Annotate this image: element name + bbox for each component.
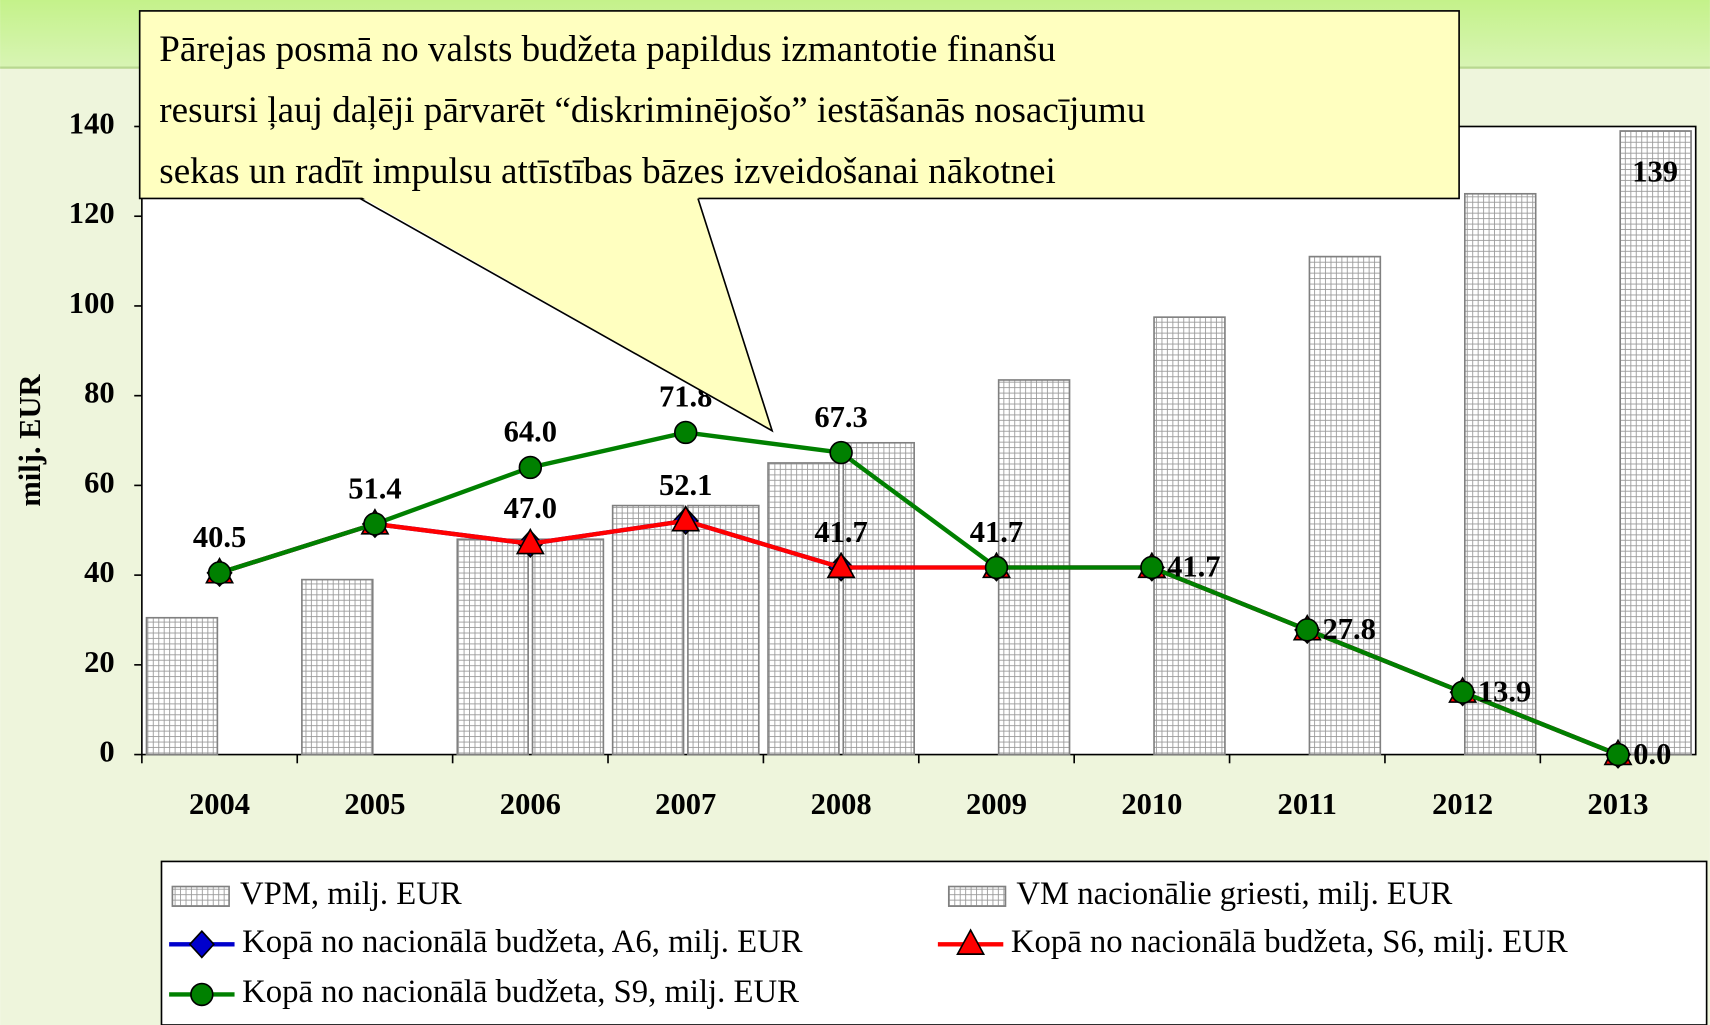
data-label: 41.7 bbox=[970, 515, 1023, 549]
marker bbox=[984, 555, 1009, 580]
marker bbox=[1450, 680, 1475, 704]
marker bbox=[671, 504, 701, 532]
legend-label: Kopā no nacionālā budžeta, S6, milj. EUR bbox=[1011, 924, 1568, 960]
y-tick-label: 80 bbox=[84, 376, 115, 410]
y-tick-label: 20 bbox=[84, 645, 115, 679]
plot-area bbox=[141, 125, 1697, 756]
bar bbox=[301, 578, 374, 756]
data-label: 51.4 bbox=[348, 471, 401, 505]
marker bbox=[1140, 555, 1164, 580]
x-tick-label: 2006 bbox=[500, 787, 561, 821]
legend-swatch bbox=[947, 885, 1007, 907]
data-label: 13.9 bbox=[1478, 674, 1531, 708]
y-tick-label: 0 bbox=[99, 735, 114, 769]
marker bbox=[363, 512, 387, 536]
data-label: 40.5 bbox=[193, 520, 246, 554]
marker bbox=[518, 455, 543, 480]
y-tick-label: 100 bbox=[69, 286, 115, 320]
callout-text: resursi ļauj daļēji pārvarēt “diskriminē… bbox=[159, 90, 1145, 131]
y-tick-label: 120 bbox=[69, 196, 115, 230]
marker bbox=[1295, 618, 1319, 642]
callout-pointer-edge bbox=[359, 197, 774, 433]
marker bbox=[826, 551, 856, 579]
bar bbox=[1153, 316, 1226, 756]
bar bbox=[145, 616, 219, 756]
x-tick-label: 2007 bbox=[655, 787, 716, 821]
legend-items: VPM, milj. EUR VM nacionālie griesti, mil… bbox=[169, 876, 1568, 1010]
bar bbox=[1464, 192, 1537, 756]
line bbox=[218, 430, 1619, 757]
bar bbox=[767, 462, 840, 756]
bar bbox=[842, 441, 915, 756]
bar bbox=[687, 504, 760, 756]
x-tick-label: 2005 bbox=[344, 787, 405, 821]
y-axis-label: milj. EUR bbox=[13, 373, 47, 506]
data-label: 139 bbox=[1632, 155, 1678, 189]
legend-swatch bbox=[171, 885, 230, 907]
legend-label: Kopā no nacionālā budžeta, A6, milj. EUR bbox=[242, 924, 803, 960]
callout-box bbox=[138, 10, 1460, 200]
bar bbox=[531, 538, 605, 756]
y-tick-label: 140 bbox=[69, 106, 115, 140]
data-label: 27.8 bbox=[1323, 612, 1376, 646]
x-tick-label: 2004 bbox=[189, 787, 250, 821]
legend-label: VPM, milj. EUR bbox=[240, 876, 462, 912]
y-tick-label: 40 bbox=[84, 555, 115, 589]
bar bbox=[611, 504, 685, 756]
bar bbox=[1308, 255, 1382, 756]
bar bbox=[1619, 130, 1692, 756]
marker bbox=[829, 440, 853, 465]
callout-text: Pārejas posmā no valsts budžeta papildus… bbox=[159, 29, 1056, 70]
data-label: 52.1 bbox=[659, 468, 712, 502]
data-label: 0.0 bbox=[1633, 737, 1671, 771]
x-tick-label: 2009 bbox=[966, 787, 1027, 821]
data-label: 41.7 bbox=[1167, 550, 1220, 584]
marker bbox=[515, 527, 545, 555]
legend-label: Kopā no nacionālā budžeta, S9, milj. EUR bbox=[242, 974, 799, 1010]
marker bbox=[1606, 742, 1630, 767]
plot: 0 20 40 60 80 100 120 140 2004 2005 2006 2007 2008 20… bbox=[69, 106, 1692, 821]
x-tick-label: 2013 bbox=[1588, 787, 1649, 821]
marker bbox=[673, 420, 698, 445]
x-tick-label: 2011 bbox=[1278, 787, 1337, 821]
x-tick-label: 2010 bbox=[1121, 787, 1182, 821]
legend-label: VM nacionālie griesti, milj. EUR bbox=[1016, 876, 1452, 912]
callout-text: sekas un radīt impulsu attīstības bāzes … bbox=[159, 151, 1056, 192]
legend-marker bbox=[956, 928, 986, 955]
x-tick-label: 2008 bbox=[811, 787, 872, 821]
callout: Pārejas posmā no valsts budžeta papildus… bbox=[138, 10, 1460, 433]
marker bbox=[207, 561, 232, 585]
legend-marker bbox=[188, 930, 215, 959]
data-label: 41.7 bbox=[814, 515, 867, 549]
data-label: 47.0 bbox=[504, 491, 557, 525]
data-label: 67.3 bbox=[814, 400, 867, 434]
x-tick-label: 2012 bbox=[1432, 787, 1493, 821]
legend bbox=[160, 860, 1708, 1025]
data-label: 64.0 bbox=[504, 415, 557, 449]
legend-marker bbox=[190, 982, 214, 1007]
bar bbox=[456, 538, 529, 756]
y-tick-label: 60 bbox=[84, 465, 115, 499]
